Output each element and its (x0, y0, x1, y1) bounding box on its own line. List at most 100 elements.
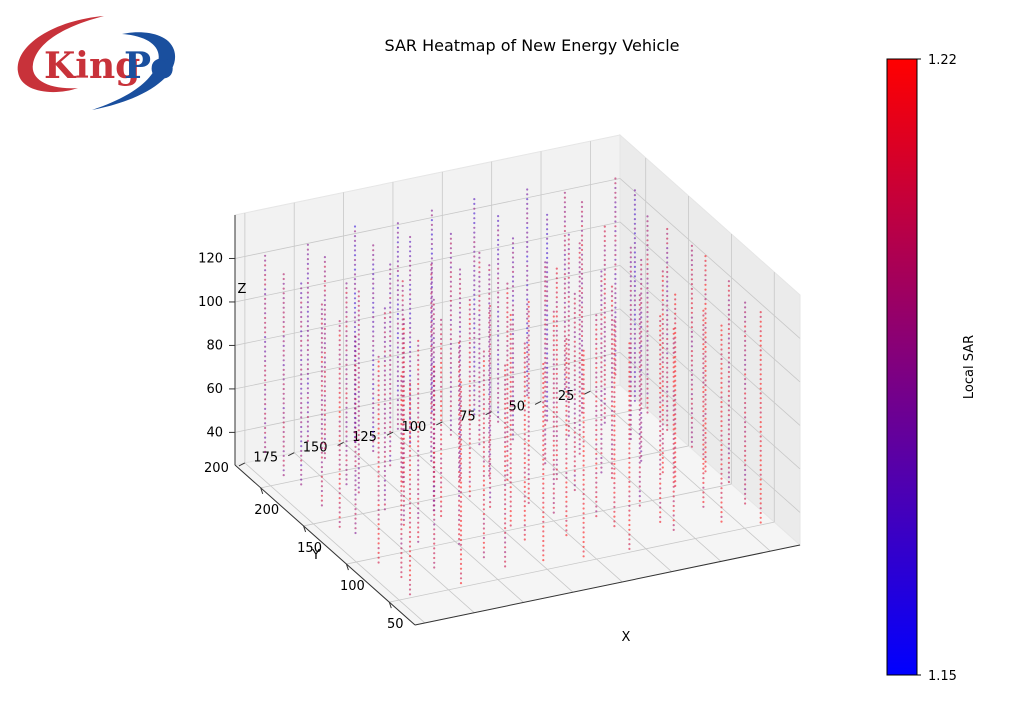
data-point (603, 254, 606, 257)
data-point (603, 321, 606, 324)
data-point (409, 274, 412, 277)
data-point (640, 349, 643, 352)
data-point (338, 444, 341, 447)
point-column (459, 381, 463, 585)
data-point (506, 373, 509, 376)
data-point (661, 466, 664, 469)
data-point (264, 350, 267, 353)
data-point (449, 424, 452, 427)
y-gridline-floor (590, 390, 771, 552)
data-point (666, 237, 669, 240)
data-point (459, 385, 463, 389)
data-point (433, 423, 436, 426)
data-point (430, 238, 433, 241)
data-point (526, 226, 529, 229)
data-point (526, 221, 529, 225)
data-point (666, 275, 669, 278)
data-point (323, 390, 326, 393)
data-point (595, 462, 598, 465)
data-point (546, 271, 549, 274)
data-point (402, 466, 405, 469)
data-point (459, 486, 463, 489)
data-point (603, 383, 606, 386)
data-point (383, 407, 386, 410)
data-point (659, 319, 662, 323)
data-point (354, 340, 357, 343)
data-point (582, 507, 585, 510)
data-point (702, 481, 705, 484)
data-point (458, 268, 462, 271)
data-point (489, 505, 492, 508)
data-point (506, 368, 509, 371)
y-tick-label: 100 (401, 420, 426, 435)
data-point (357, 366, 360, 370)
data-point (542, 544, 545, 547)
data-point (509, 500, 512, 503)
data-point (702, 338, 705, 341)
data-point (659, 434, 662, 437)
data-point (567, 262, 570, 265)
data-point (488, 297, 491, 300)
data-point (546, 342, 549, 346)
data-point (595, 414, 598, 417)
data-point (473, 217, 476, 220)
data-point (600, 399, 603, 402)
data-point (595, 362, 598, 365)
data-point (459, 467, 463, 470)
data-point (613, 472, 616, 475)
data-point (338, 396, 341, 399)
data-point (323, 327, 326, 330)
data-point (473, 260, 476, 263)
data-point (613, 395, 616, 399)
data-point (408, 574, 412, 577)
data-point (372, 296, 375, 300)
data-point (440, 318, 443, 321)
data-point (389, 316, 392, 319)
data-point (744, 445, 747, 448)
data-point (613, 443, 616, 446)
data-point (567, 305, 570, 308)
data-point (478, 342, 481, 345)
data-point (478, 409, 481, 412)
data-point (565, 471, 568, 475)
data-point (690, 407, 694, 410)
data-point (633, 208, 637, 211)
data-point (300, 387, 303, 390)
data-point (704, 431, 707, 435)
data-point (600, 351, 603, 354)
data-point (661, 294, 664, 297)
data-point (542, 362, 545, 366)
data-point (509, 443, 512, 446)
data-point (727, 289, 731, 292)
data-point (402, 447, 405, 450)
data-point (552, 348, 555, 352)
data-point (402, 475, 405, 479)
data-point (523, 404, 526, 407)
data-point (468, 389, 471, 392)
data-point (473, 284, 476, 287)
data-point (638, 428, 641, 431)
data-point (402, 370, 405, 373)
data-point (565, 448, 568, 451)
data-point (354, 398, 357, 401)
data-point (646, 215, 649, 218)
point-column (526, 188, 529, 397)
data-point (468, 490, 471, 493)
data-point (354, 498, 357, 501)
data-point (542, 463, 545, 466)
data-point (459, 500, 463, 503)
data-point (408, 421, 412, 424)
data-point (402, 514, 405, 517)
data-point (323, 337, 326, 340)
data-point (440, 433, 443, 436)
data-point (430, 305, 433, 308)
data-point (417, 378, 420, 381)
data-point (468, 332, 471, 335)
data-point (383, 493, 386, 496)
data-point (433, 399, 436, 402)
data-point (666, 371, 669, 374)
data-point (504, 455, 507, 458)
data-point (573, 436, 576, 439)
data-point (353, 239, 357, 242)
data-point (633, 198, 637, 201)
